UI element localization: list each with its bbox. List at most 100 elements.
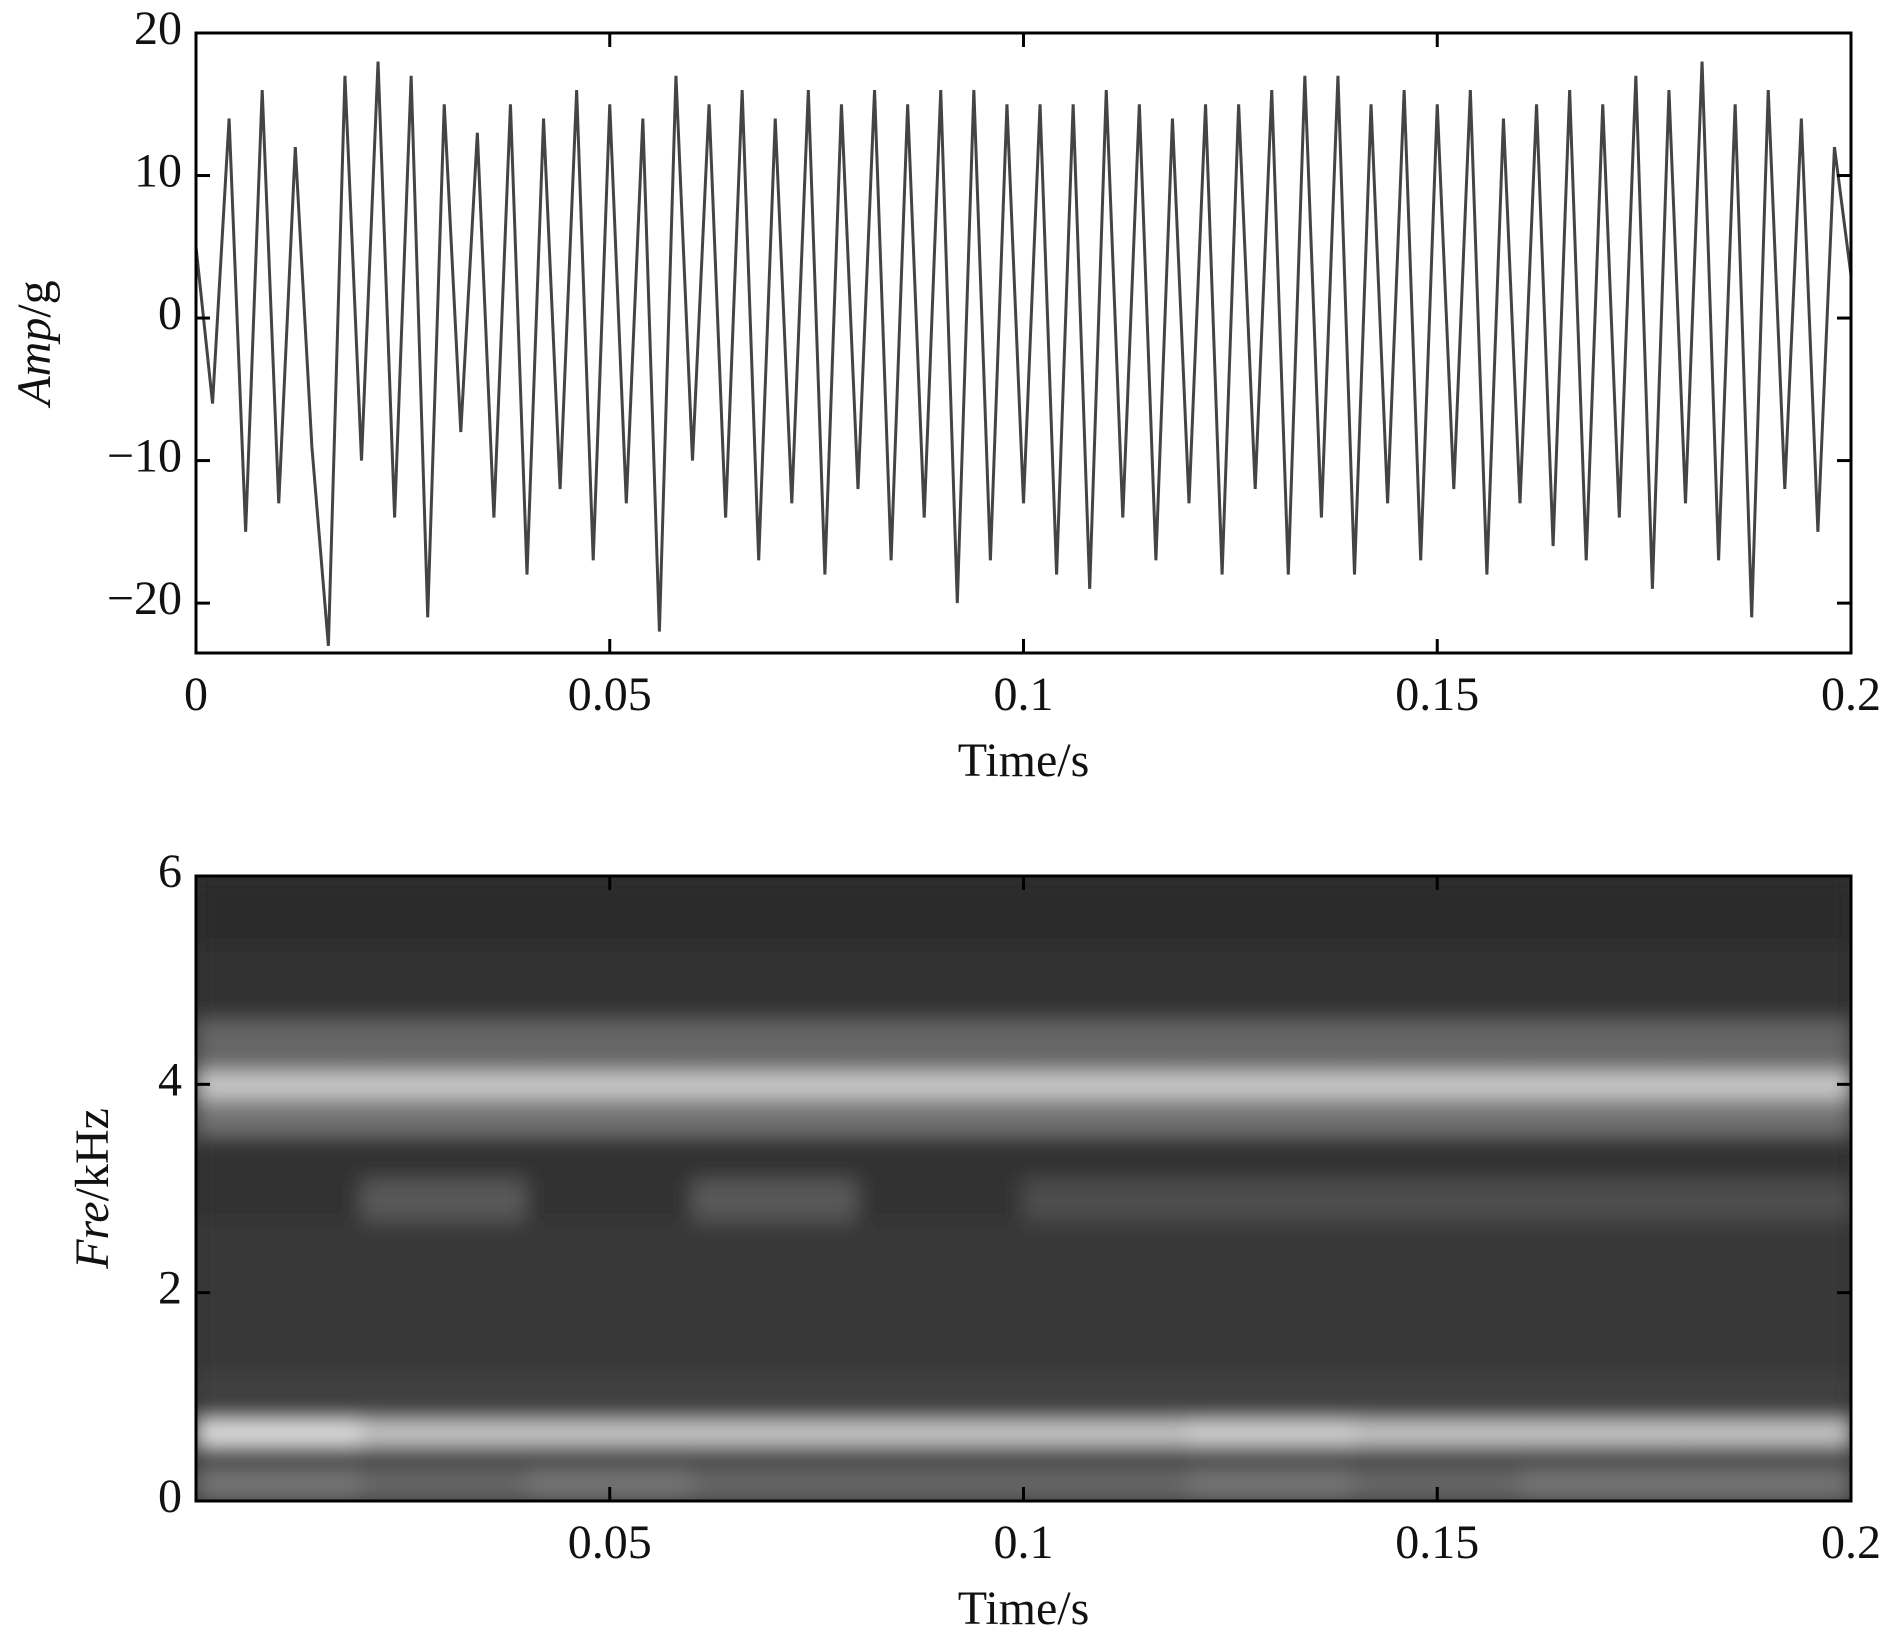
x-tick-label: 0	[184, 668, 208, 721]
heatmap-cell	[691, 1096, 859, 1135]
y-axis-label: Fre/kHz	[66, 1108, 119, 1270]
heatmap-cell	[1353, 1132, 1521, 1180]
heatmap-cell	[196, 1070, 363, 1099]
heatmap-cell	[1519, 1286, 1687, 1372]
y-tick-label: 4	[158, 1053, 182, 1106]
heatmap-cell	[1353, 1070, 1521, 1099]
heatmap-cell	[691, 876, 859, 945]
y-axis-symbol: Amp	[8, 318, 61, 409]
heatmap-cell	[691, 1466, 859, 1501]
heatmap-cell	[196, 1218, 363, 1289]
heatmap-cell	[526, 1070, 694, 1099]
heatmap-cell	[196, 1442, 363, 1469]
heatmap-cell	[857, 1177, 1025, 1221]
heatmap-cell	[857, 942, 1025, 1021]
heatmap-cell	[857, 1018, 1025, 1073]
heatmap-cell	[1519, 876, 1687, 945]
heatmap-cell	[1022, 1177, 1190, 1221]
y-axis-label: Amp/g	[8, 280, 61, 408]
heatmap-cell	[1022, 1132, 1190, 1180]
heatmap-cell	[691, 1132, 859, 1180]
heatmap-cell	[691, 1369, 859, 1422]
heatmap-cell	[1188, 942, 1356, 1021]
heatmap-cell	[360, 1419, 528, 1445]
heatmap-cell	[360, 876, 528, 945]
heatmap-cell	[1519, 1466, 1687, 1501]
heatmap-cell	[1684, 1369, 1851, 1422]
heatmap-cell	[1188, 1419, 1356, 1445]
x-tick-label: 0.1	[994, 668, 1054, 721]
heatmap-cell	[526, 1132, 694, 1180]
heatmap-cell	[526, 1286, 694, 1372]
heatmap-cell	[1022, 1096, 1190, 1135]
y-axis-unit: /kHz	[66, 1108, 119, 1201]
heatmap-cell	[1684, 1466, 1851, 1501]
x-axis-label: Time/s	[958, 734, 1090, 787]
heatmap-cell	[1353, 1442, 1521, 1469]
heatmap-cell	[1519, 1096, 1687, 1135]
heatmap-cell	[1188, 1286, 1356, 1372]
heatmap-cell	[1684, 1419, 1851, 1445]
y-tick-label: 0	[158, 1470, 182, 1523]
y-tick-label: 6	[158, 845, 182, 898]
heatmap-cell	[1684, 1018, 1851, 1073]
heatmap-cell	[1022, 1442, 1190, 1469]
x-tick-label: 0.2	[1821, 1516, 1881, 1569]
heatmap-cell	[360, 1218, 528, 1289]
heatmap-cell	[1353, 1018, 1521, 1073]
heatmap-cell	[196, 1018, 363, 1073]
heatmap-cell	[1519, 1018, 1687, 1073]
y-tick-label: 10	[134, 145, 182, 198]
heatmap-cell	[857, 1369, 1025, 1422]
y-tick-label: −20	[107, 572, 182, 625]
heatmap-cell	[360, 1286, 528, 1372]
x-tick-label: 0.15	[1395, 668, 1479, 721]
heatmap-cell	[196, 876, 363, 945]
heatmap-cell	[1519, 1442, 1687, 1469]
heatmap-cell	[526, 1369, 694, 1422]
heatmap-cell	[1188, 1096, 1356, 1135]
heatmap-cell	[196, 1419, 363, 1445]
heatmap-cell	[196, 942, 363, 1021]
heatmap-cell	[1022, 1286, 1190, 1372]
heatmap-cell	[857, 1218, 1025, 1289]
heatmap-cell	[1022, 1018, 1190, 1073]
heatmap-cell	[360, 1018, 528, 1073]
heatmap-cell	[526, 1419, 694, 1445]
heatmap-cell	[1022, 876, 1190, 945]
heatmap-cell	[1022, 1419, 1190, 1445]
heatmap-cell	[1519, 1132, 1687, 1180]
heatmap-cell	[1684, 942, 1851, 1021]
heatmap-cell	[360, 1096, 528, 1135]
heatmap-cell	[1353, 1286, 1521, 1372]
heatmap-cell	[1684, 876, 1851, 945]
heatmap-cell	[196, 1286, 363, 1372]
heatmap-cell	[1022, 942, 1190, 1021]
heatmap-cell	[1684, 1070, 1851, 1099]
heatmap-cell	[196, 1096, 363, 1135]
heatmap-cell	[1022, 1218, 1190, 1289]
heatmap-cell	[1022, 1466, 1190, 1501]
heatmap-cell	[857, 1466, 1025, 1501]
y-axis-unit: /g	[8, 280, 61, 317]
heatmap-cell	[691, 1419, 859, 1445]
heatmap-cell	[1684, 1132, 1851, 1180]
heatmap-cell	[1353, 1218, 1521, 1289]
heatmap-cell	[1188, 1132, 1356, 1180]
x-tick-label: 0.05	[568, 668, 652, 721]
heatmap-cell	[1684, 1218, 1851, 1289]
signal-line	[196, 61, 1851, 646]
heatmap-cell	[1188, 1018, 1356, 1073]
y-tick-label: 20	[134, 2, 182, 55]
heatmap-cell	[1022, 1070, 1190, 1099]
heatmap-cell	[691, 1286, 859, 1372]
heatmap-cell	[196, 1369, 363, 1422]
x-tick-label: 0.05	[568, 1516, 652, 1569]
heatmap-cell	[691, 1070, 859, 1099]
heatmap-cell	[1353, 1177, 1521, 1221]
heatmap-cell	[360, 942, 528, 1021]
x-tick-label: 0.1	[994, 1516, 1054, 1569]
heatmap-cell	[360, 1132, 528, 1180]
heatmap-cell	[1188, 876, 1356, 945]
